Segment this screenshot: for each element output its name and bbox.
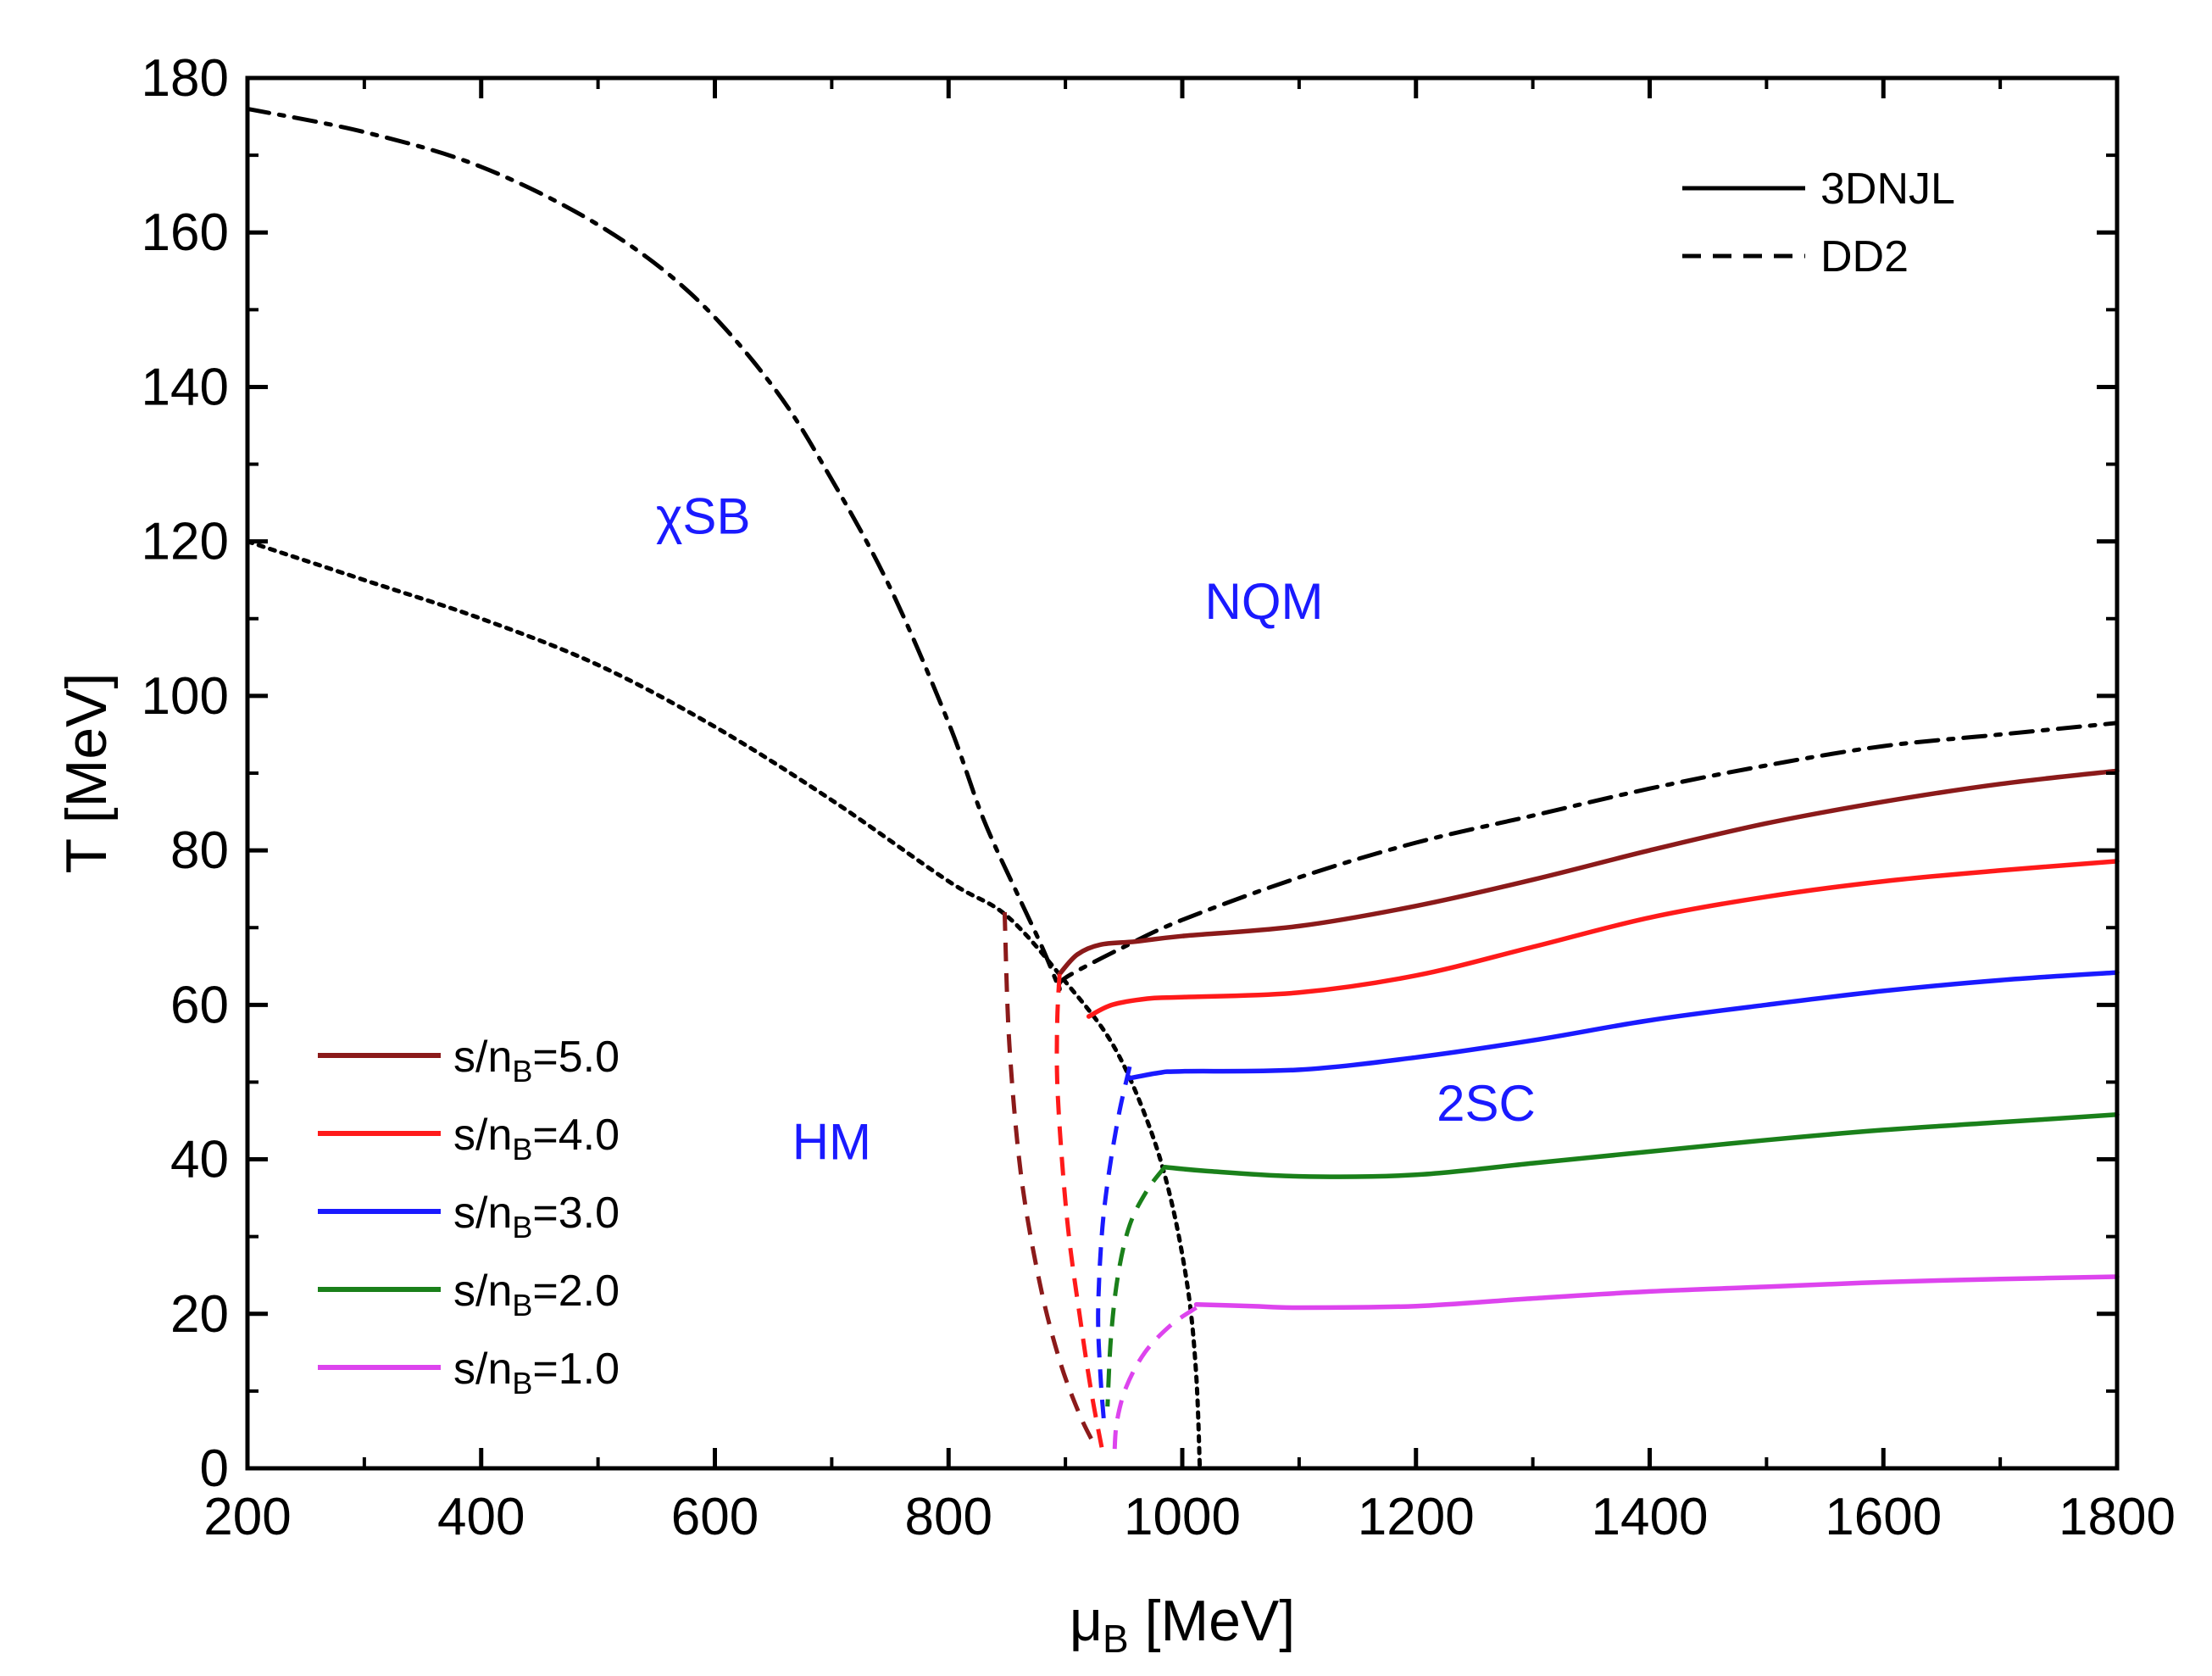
y-tick-label: 100 bbox=[142, 667, 229, 726]
region-labels: χSB NQM HM 2SC bbox=[656, 488, 1536, 1171]
x-axis-title-subscript: B bbox=[1103, 1617, 1129, 1661]
tick-labels: 200 400 600 800 1000 1200 1400 1600 1800 0 20 40 60 8… bbox=[142, 49, 2176, 1546]
y-tick-label: 120 bbox=[142, 513, 229, 571]
dd2-line-s-nb-1-0 bbox=[1112, 1306, 1198, 1454]
njl-line-s-nb-4-0 bbox=[1086, 859, 2120, 1019]
boundary-2sc-boundary bbox=[1056, 721, 2120, 992]
x-tick-label: 200 bbox=[203, 1488, 291, 1546]
y-tick-label: 0 bbox=[200, 1439, 229, 1498]
njl-line-s-nb-3-0 bbox=[1127, 970, 2120, 1081]
series-legend-label: s/nB=1.0 bbox=[453, 1345, 620, 1400]
style-legend: 3DNJL DD2 bbox=[1682, 164, 1955, 281]
series-legend: s/nB=5.0 s/nB=4.0 s/nB=3.0 s/nB=2.0 s/nB=1.0 bbox=[318, 1033, 620, 1400]
x-tick-label: 1000 bbox=[1124, 1488, 1241, 1546]
y-tick-label: 160 bbox=[142, 203, 229, 262]
y-tick-label: 60 bbox=[170, 976, 229, 1034]
x-tick-label: 1400 bbox=[1592, 1488, 1709, 1546]
style-legend-label: 3DNJL bbox=[1820, 164, 1955, 214]
dd2-line-s-nb-3-0 bbox=[1096, 1066, 1132, 1423]
series-legend-label: s/nB=5.0 bbox=[453, 1033, 620, 1089]
njl-line-s-nb-2-0 bbox=[1162, 1111, 2120, 1179]
x-axis-title-unit: [MeV] bbox=[1129, 1589, 1296, 1653]
njl-line-s-nb-1-0 bbox=[1193, 1274, 2120, 1311]
y-tick-label: 80 bbox=[170, 821, 229, 880]
curves-layer bbox=[245, 106, 2120, 1471]
series-legend-label: s/nB=3.0 bbox=[453, 1189, 620, 1244]
x-tick-label: 800 bbox=[905, 1488, 992, 1546]
y-tick-label: 180 bbox=[142, 49, 229, 108]
y-tick-label: 20 bbox=[170, 1285, 229, 1344]
y-tick-label: 140 bbox=[142, 358, 229, 416]
x-axis-title: μB [MeV] bbox=[1070, 1589, 1295, 1661]
dd2-line-s-nb-2-0 bbox=[1105, 1166, 1167, 1407]
series-legend-label: s/nB=4.0 bbox=[453, 1111, 620, 1167]
region-label: χSB bbox=[656, 488, 751, 545]
style-legend-label: DD2 bbox=[1820, 232, 1909, 281]
y-tick-label: 40 bbox=[170, 1131, 229, 1189]
x-tick-label: 400 bbox=[437, 1488, 525, 1546]
x-tick-label: 1200 bbox=[1358, 1488, 1475, 1546]
region-label: NQM bbox=[1205, 573, 1324, 630]
series-legend-label: s/nB=2.0 bbox=[453, 1267, 620, 1322]
x-tick-label: 1600 bbox=[1825, 1488, 1942, 1546]
x-tick-label: 1800 bbox=[2059, 1488, 2176, 1546]
dd2-line-s-nb-4-0 bbox=[1054, 973, 1105, 1454]
njl-line-s-nb-5-0 bbox=[1057, 768, 2120, 977]
dd2-line-s-nb-5-0 bbox=[1002, 911, 1097, 1446]
region-label: HM bbox=[792, 1114, 871, 1171]
x-axis-title-symbol: μ bbox=[1070, 1589, 1103, 1653]
x-tick-label: 600 bbox=[671, 1488, 759, 1546]
y-axis-title: T [MeV] bbox=[54, 673, 119, 874]
boundary-hadron-quark-transition bbox=[245, 539, 1203, 1471]
region-label: 2SC bbox=[1437, 1075, 1536, 1132]
axis-ticks bbox=[245, 75, 2120, 1471]
boundary-chiral-crossover bbox=[245, 106, 1062, 992]
